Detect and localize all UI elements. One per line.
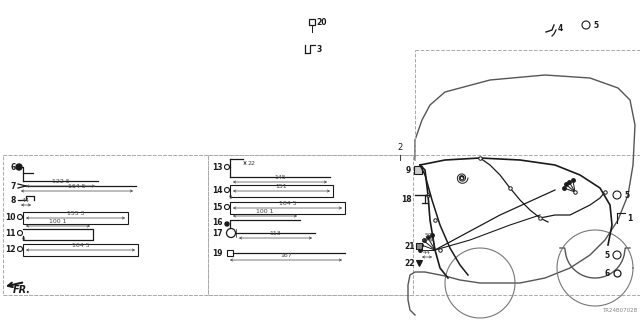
Text: 151: 151 (276, 184, 287, 189)
Text: 19: 19 (212, 249, 223, 258)
Text: 44: 44 (22, 198, 30, 203)
Text: FR.: FR. (13, 285, 31, 295)
Text: 14: 14 (212, 186, 223, 195)
Text: 50: 50 (424, 233, 432, 238)
Bar (3, 155, 208, 295)
Text: TR24B0702B: TR24B0702B (602, 308, 637, 313)
Text: 113: 113 (269, 231, 282, 236)
Bar (230, 185, 333, 197)
Bar (227, 250, 233, 256)
Text: 13: 13 (212, 163, 223, 172)
Text: 5: 5 (593, 20, 598, 29)
Text: 16: 16 (212, 218, 223, 227)
Circle shape (16, 164, 22, 170)
Bar (23, 244, 138, 256)
Text: 5: 5 (605, 251, 610, 260)
Text: 122 5: 122 5 (52, 179, 69, 184)
Text: 9: 9 (406, 165, 411, 174)
Text: 7: 7 (11, 181, 16, 190)
Text: 164 5: 164 5 (72, 243, 90, 248)
Bar (23, 212, 128, 224)
Text: 18: 18 (401, 195, 412, 204)
Circle shape (225, 222, 229, 226)
Text: 22: 22 (247, 161, 255, 165)
Text: 167: 167 (280, 253, 292, 258)
Text: 8: 8 (11, 196, 16, 204)
Text: 164 5: 164 5 (278, 201, 296, 206)
Text: 145: 145 (274, 175, 286, 180)
Text: 17: 17 (212, 228, 223, 237)
Text: 155 3: 155 3 (67, 211, 84, 216)
Text: 11: 11 (6, 228, 16, 237)
Text: 9: 9 (229, 195, 232, 200)
Text: 22: 22 (404, 259, 415, 268)
Text: 3: 3 (317, 44, 323, 53)
Text: 15: 15 (212, 203, 223, 212)
Text: 2: 2 (397, 143, 403, 152)
Text: 6: 6 (605, 268, 610, 277)
Text: 100 1: 100 1 (256, 209, 274, 214)
Bar (230, 202, 345, 214)
Text: 6: 6 (11, 163, 16, 172)
Text: 9: 9 (22, 237, 26, 242)
Text: 21: 21 (404, 242, 415, 251)
Text: 10: 10 (6, 212, 16, 221)
Text: 5: 5 (624, 190, 629, 199)
Text: 1: 1 (627, 213, 632, 222)
Text: 164 5: 164 5 (68, 184, 86, 189)
Text: 20: 20 (316, 18, 326, 27)
Bar (414, 166, 422, 174)
Text: 12: 12 (6, 244, 16, 253)
Text: 4: 4 (558, 23, 563, 33)
Text: 100 1: 100 1 (49, 219, 67, 224)
Bar (208, 155, 413, 295)
Text: 44: 44 (423, 250, 431, 255)
